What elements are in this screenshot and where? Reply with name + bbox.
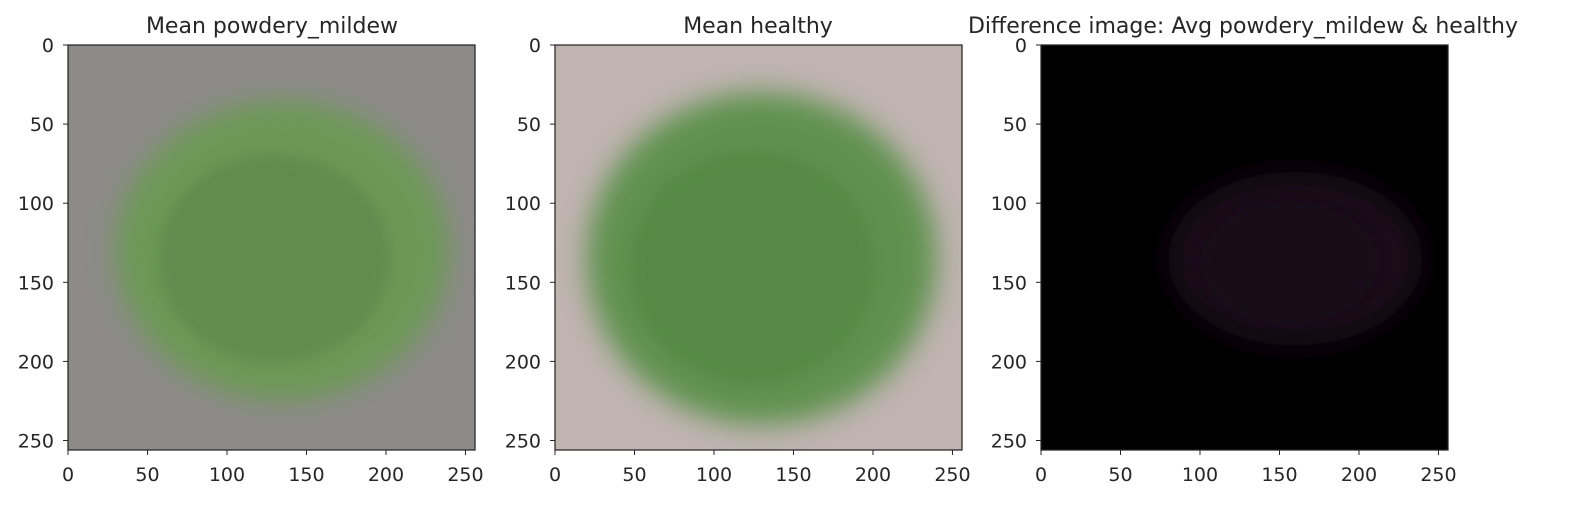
y-axis: 0 50 100 150 200 250 [991, 35, 1041, 453]
mean-image [555, 45, 962, 450]
x-axis: 0 50 100 150 200 250 [62, 450, 484, 486]
panel-mean-healthy: Mean healthy 0 50 100 150 200 250 0 50 100 150 20… [505, 14, 971, 486]
y-tick-label: 100 [991, 193, 1027, 215]
y-axis: 0 50 100 150 200 250 [505, 35, 555, 453]
y-tick-label: 200 [18, 351, 54, 373]
leaf-core [1199, 202, 1379, 324]
y-tick-label: 50 [1003, 114, 1027, 136]
x-tick-label: 100 [696, 464, 732, 486]
axes-frame [67, 44, 476, 451]
x-tick-label: 250 [934, 464, 970, 486]
x-tick-label: 50 [1108, 464, 1132, 486]
y-tick-label: 0 [42, 35, 54, 57]
y-tick-label: 200 [505, 351, 541, 373]
x-tick-label: 250 [447, 464, 483, 486]
x-axis: 0 50 100 150 200 250 [1035, 450, 1457, 486]
x-tick-label: 150 [1261, 464, 1297, 486]
leaf-core [630, 150, 876, 384]
leaf-core [157, 152, 392, 364]
y-axis: 0 50 100 150 200 250 [18, 35, 68, 453]
panel-difference-image: Difference image: Avg powdery_mildew & h… [968, 14, 1518, 486]
x-tick-label: 200 [855, 464, 891, 486]
x-tick-label: 0 [62, 464, 74, 486]
y-tick-label: 250 [505, 431, 541, 453]
panel-mean-powdery-mildew: Mean powdery_mildew 0 50 100 150 200 250 0 50 1… [18, 14, 484, 486]
panel-title: Mean healthy [683, 14, 833, 39]
x-tick-label: 150 [775, 464, 811, 486]
y-tick-label: 250 [18, 431, 54, 453]
x-tick-label: 50 [622, 464, 646, 486]
y-tick-label: 100 [18, 193, 54, 215]
mean-image [68, 45, 475, 450]
x-tick-label: 250 [1420, 464, 1456, 486]
x-tick-label: 200 [1341, 464, 1377, 486]
y-tick-label: 150 [991, 272, 1027, 294]
y-tick-label: 50 [30, 114, 54, 136]
y-tick-label: 200 [991, 351, 1027, 373]
panel-title: Difference image: Avg powdery_mildew & h… [968, 14, 1518, 39]
axes-frame [554, 44, 963, 451]
x-tick-label: 50 [135, 464, 159, 486]
panel-title: Mean powdery_mildew [146, 14, 398, 39]
x-axis: 0 50 100 150 200 250 [549, 450, 971, 486]
x-tick-label: 150 [288, 464, 324, 486]
x-tick-label: 100 [209, 464, 245, 486]
y-tick-label: 0 [529, 35, 541, 57]
y-tick-label: 100 [505, 193, 541, 215]
y-tick-label: 50 [517, 114, 541, 136]
axes-frame [1040, 44, 1449, 451]
x-tick-label: 0 [1035, 464, 1047, 486]
y-tick-label: 0 [1015, 35, 1027, 57]
x-tick-label: 200 [368, 464, 404, 486]
x-tick-label: 100 [1182, 464, 1218, 486]
y-tick-label: 150 [18, 272, 54, 294]
difference-image [1041, 45, 1448, 450]
y-tick-label: 150 [505, 272, 541, 294]
x-tick-label: 0 [549, 464, 561, 486]
y-tick-label: 250 [991, 431, 1027, 453]
